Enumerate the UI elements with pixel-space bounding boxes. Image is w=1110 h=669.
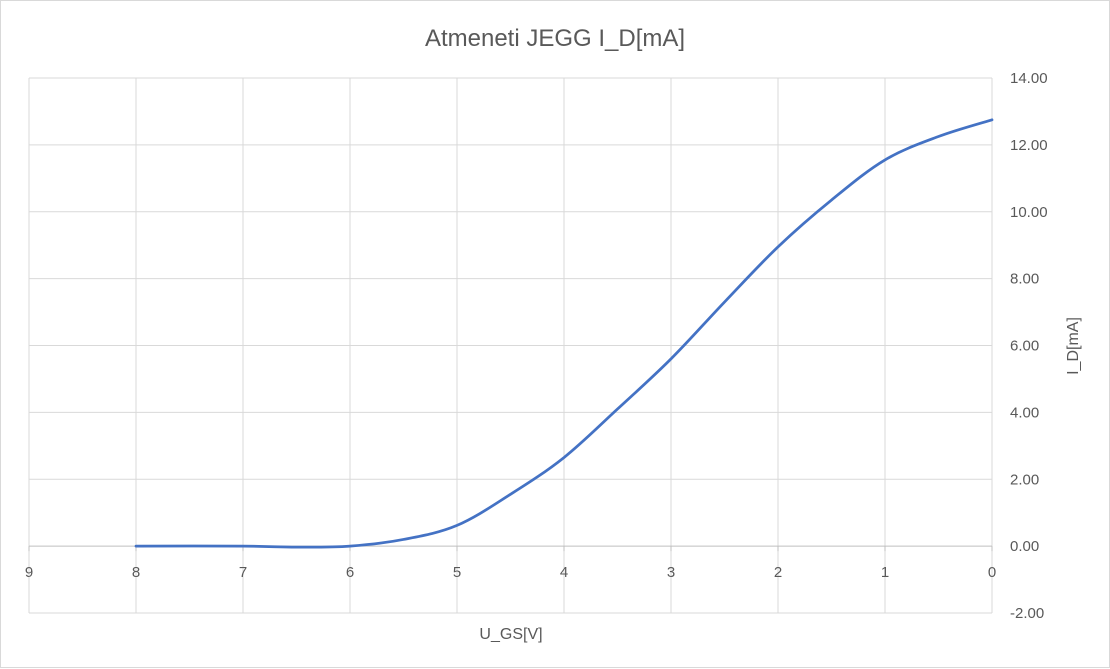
x-tick-label: 5 bbox=[453, 564, 461, 581]
y-axis-title: I_D[mA] bbox=[1065, 317, 1082, 375]
y-tick-label: 2.00 bbox=[1010, 471, 1039, 488]
x-tick-label: 3 bbox=[667, 564, 675, 581]
y-tick-label: 10.00 bbox=[1010, 204, 1048, 221]
x-tick-label: 9 bbox=[25, 564, 33, 581]
x-tick-label: 6 bbox=[346, 564, 354, 581]
x-tick-label: 4 bbox=[560, 564, 568, 581]
series-layer bbox=[134, 118, 994, 549]
y-tick-label: 4.00 bbox=[1010, 404, 1039, 421]
chart-title: Atmeneti JEGG I_D[mA] bbox=[425, 25, 685, 52]
series-line bbox=[134, 118, 994, 549]
x-tick-label: 1 bbox=[881, 564, 889, 581]
x-axis-title: U_GS[V] bbox=[479, 626, 542, 643]
y-tick-label: 6.00 bbox=[1010, 338, 1039, 355]
x-tick-label: 2 bbox=[774, 564, 782, 581]
y-tick-label: 12.00 bbox=[1010, 137, 1048, 154]
y-tick-label: 14.00 bbox=[1010, 70, 1048, 87]
x-tick-label: 7 bbox=[239, 564, 247, 581]
y-axis-tick-labels: 14.00 12.00 10.00 8.00 6.00 4.00 2.00 0.00 -2.00 bbox=[1010, 70, 1048, 622]
y-tick-label: 0.00 bbox=[1010, 538, 1039, 555]
x-tick-label: 0 bbox=[988, 564, 996, 581]
x-tick-label: 8 bbox=[132, 564, 140, 581]
y-tick-label: 8.00 bbox=[1010, 271, 1039, 288]
x-axis-tick-labels: 9 8 7 6 5 4 3 2 1 0 bbox=[25, 564, 996, 581]
y-tick-label: -2.00 bbox=[1010, 605, 1044, 622]
horizontal-gridlines bbox=[29, 77, 992, 614]
